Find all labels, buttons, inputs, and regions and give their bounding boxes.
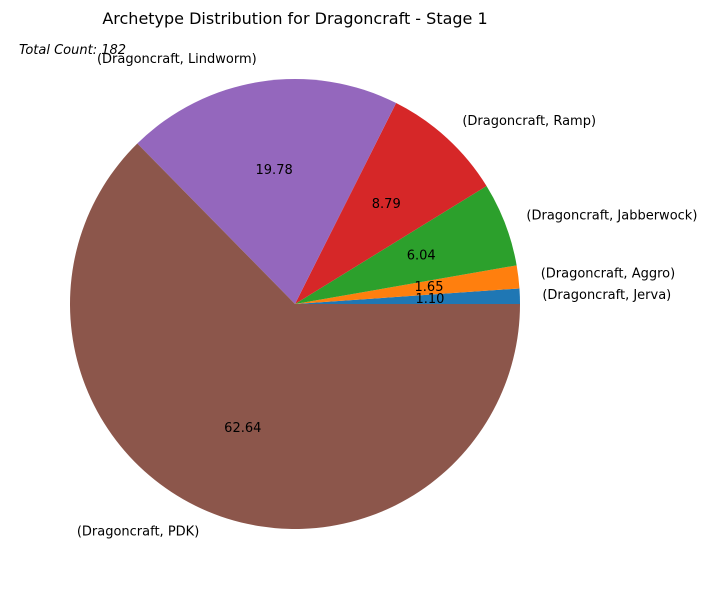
pie-percent-labels: 1.101.65 6.04 8.79 19.78 62.64: [224, 163, 444, 436]
pie-category-label-0: (Dragoncraft, Jerva): [542, 288, 671, 303]
pie-percent-label-1: 1.65: [415, 280, 444, 295]
pie-slices: [70, 79, 521, 530]
pie-category-label-4: (Dragoncraft, Lindworm): [97, 52, 257, 67]
pie-category-label-2: (Dragoncraft, Jabberwock): [526, 209, 697, 224]
pie-category-label-3: (Dragoncraft, Ramp): [462, 114, 596, 129]
pie-slice-2: [295, 185, 517, 304]
pie-percent-label-4: 19.78: [256, 163, 293, 178]
pie-category-label-5: (Dragoncraft, PDK): [77, 525, 199, 540]
pie-slice-3: [295, 103, 487, 304]
pie-slice-1: [295, 265, 520, 304]
pie-slice-4: [137, 79, 397, 305]
total-count-annotation: Total Count: 182: [19, 43, 126, 58]
pie-percent-label-3: 8.79: [372, 197, 401, 212]
pie-category-label-1: (Dragoncraft, Aggro): [541, 267, 676, 282]
pie-slice-5: [70, 143, 521, 530]
pie-category-labels: (Dragoncraft, Jerva) (Dragoncraft, Aggro)…: [77, 52, 698, 540]
chart-title: Archetype Distribution for Dragoncraft -…: [102, 9, 487, 28]
pie-percent-label-5: 62.64: [224, 421, 261, 436]
pie-slice-0: [295, 288, 520, 304]
pie-percent-label-2: 6.04: [407, 249, 436, 264]
pie-percent-label-0: 1.10: [415, 292, 444, 307]
